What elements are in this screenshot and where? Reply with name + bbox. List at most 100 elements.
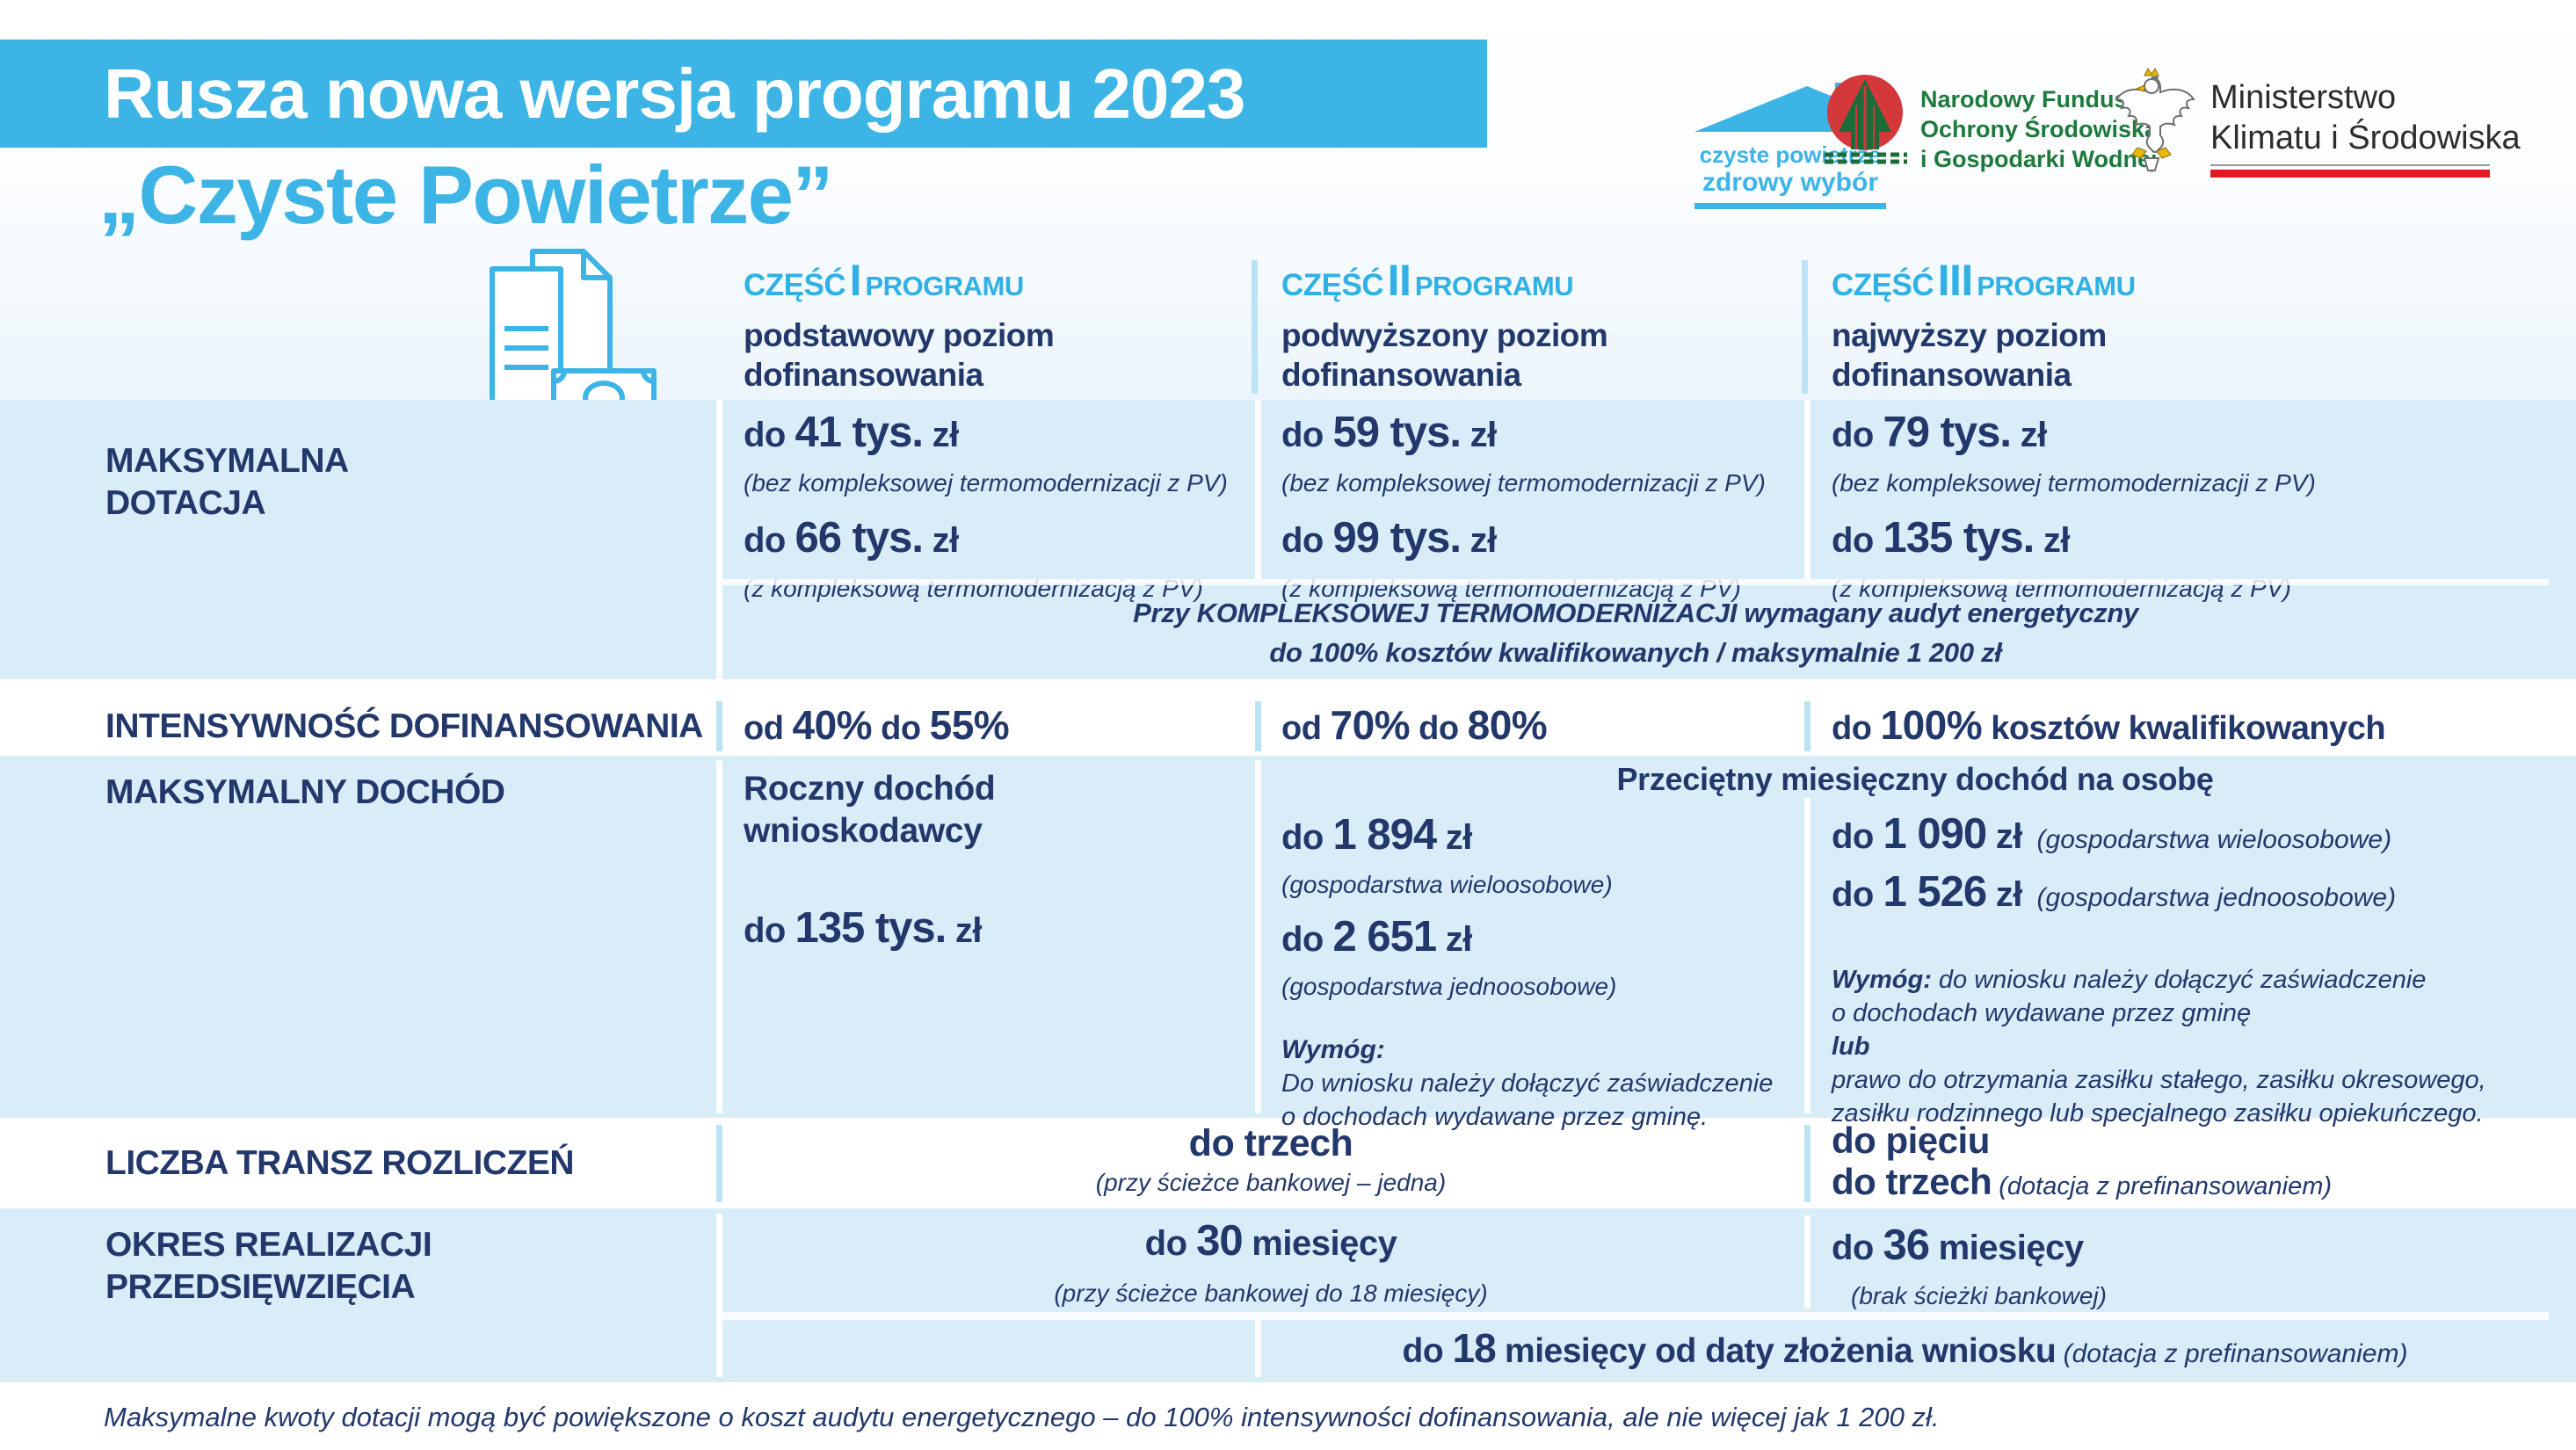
value-prefix: do [1281,416,1333,454]
dochod-3-req-line3: prawo do otrzymania zasiłku stałego, zas… [1832,1066,2486,1094]
column-3-programu: PROGRAMU [1977,271,2136,301]
okres-span-cell: do 30 miesięcy (przy ścieżce bankowej do… [744,1217,1798,1312]
value-word: do [872,710,930,747]
row-liczba-transz: LICZBA TRANSZ ROZLICZEŃ do trzech (przy … [0,1118,2576,1208]
dochod-1-value: do 135 tys. zł [744,903,995,953]
row-label-okres: OKRES REALIZACJI PRZEDSIĘWZIĘCIA [105,1224,432,1309]
value-inline-note [2056,1339,2063,1368]
dotacja-2-value-2: do 99 tys. zł [1281,514,1766,572]
col-divider [716,400,722,679]
row-label-okres-line2: PRZEDSIĘWZIĘCIA [105,1268,416,1306]
dochod-3-req-line1: Wymóg: do wniosku należy dołączyć zaświa… [1832,963,2486,997]
dotacja-2-value-1: do 59 tys. zł [1281,409,1766,467]
dochod-3-value-1: do 1 090 zł (gospodarstwa wieloosobowe) [1832,810,2486,868]
value-inline-note: (gospodarstwa wieloosobowe) [2036,825,2392,854]
eagle-icon [2115,68,2195,171]
column-header-3: CZĘŚĆ III PROGRAMU najwyższy poziom dofi… [1832,257,2324,395]
col-divider [716,760,722,1113]
page-subtitle: „Czyste Powietrze” [98,149,833,241]
okres-3-note: (brak ścieżki bankowej) [1851,1282,2107,1309]
ministry-gray-rule [2210,164,2490,166]
column-1-sub2: dofinansowania [744,357,983,393]
row-maksymalny-dochod: MAKSYMALNY DOCHÓD Roczny dochód wnioskod… [0,756,2576,1131]
value-amount: 1 090 [1883,810,1987,858]
value-prefix: do [1281,818,1333,857]
column-3-czesc: CZĘŚĆ [1832,268,1934,302]
value-percent: 40% [792,702,873,748]
ministry-line1: Ministerstwo [2210,79,2397,116]
value-amount: 2 651 [1332,913,1437,961]
okres-bottom-value: do 18 miesięcy od daty złożenia wniosku [1403,1325,2057,1371]
column-3-title: CZĘŚĆ III PROGRAMU [1832,257,2324,315]
logo-ministry [2106,67,2197,177]
value-inline-note [2022,883,2037,912]
transze-span-note: (przy ścieżce bankowej – jedna) [1095,1169,1447,1196]
dotacja-2-note-1: (bez kompleksowej termomodernizacji z PV… [1281,469,1766,497]
value-prefix: do [1144,1224,1197,1263]
value-unit: zł [2034,521,2071,560]
value-word: od [1281,710,1331,747]
logo-nfosigw [1823,74,1911,173]
okres-span-value: do 30 miesięcy [744,1217,1798,1275]
okres-sub-rule [719,1312,2549,1320]
dochod-2-note-1: (gospodarstwa wieloosobowe) [1281,871,1613,898]
value-amount: 79 tys. [1883,409,2012,456]
row-label-dotacja: MAKSYMALNA DOTACJA [105,440,349,525]
transze-span-value: do trzech [1188,1122,1353,1164]
col-divider [1804,1215,1810,1309]
column-header-1: CZĘŚĆ I PROGRAMU podstawowy poziom dofin… [744,257,1236,395]
dochod-1-line2: wnioskodawcy [744,812,983,850]
column-1-czesc: CZĘŚĆ [744,268,846,302]
dotacja-3-value-1: do 79 tys. zł [1832,409,2316,467]
col-divider [1255,1320,1261,1377]
col-divider [1804,798,1810,1113]
okres-span-note: (przy ścieżce bankowej do 18 miesięcy) [1054,1280,1488,1307]
column-3-sub2: dofinansowania [1832,357,2072,393]
value-prefix: do [1281,920,1333,959]
dochod-2-value-1: do 1 894 zł [1281,812,1773,868]
column-header-2: CZĘŚĆ II PROGRAMU podwyższony poziom dof… [1281,257,1774,395]
row-label-dochod: MAKSYMALNY DOCHÓD [105,773,505,811]
value-amount: 1 894 [1332,811,1437,859]
footer-note: Maksymalne kwoty dotacji mogą być powięk… [104,1402,1940,1432]
audit-note: Przy KOMPLEKSOWEJ TERMOMODERNIZACJI wyma… [722,593,2549,672]
value-amount: 99 tys. [1332,514,1462,562]
dochod-cell-2: do 1 894 zł (gospodarstwa wieloosobowe) … [1281,812,1773,1134]
dotacja-3-value-2: do 135 tys. zł [1832,514,2316,572]
dochod-3-lub: lub [1832,1033,1870,1061]
dochod-3-req-line4: zasiłku rodzinnego lub specjalnego zasił… [1832,1099,2484,1127]
column-2-sub1: podwyższony poziom [1281,317,1608,353]
tree-in-circle-icon [1825,75,1907,164]
transze-3-value-2: do trzech (dotacja z prefinansowaniem) [1832,1161,2332,1207]
value-suffix: miesięcy [1929,1229,2085,1267]
value-percent: 100% [1880,702,1983,748]
intensywnosc-value-2: od 70% do 80% [1281,700,1548,760]
okres-bottom-cell: do 18 miesięcy od daty złożenia wniosku … [1261,1324,2549,1372]
row-okres-realizacji: OKRES REALIZACJI PRZEDSIĘWZIĘCIA do 30 m… [0,1208,2576,1382]
value-amount: 41 tys. [795,409,924,456]
value-unit: zł [946,911,983,950]
dotacja-1-value-2: do 66 tys. zł [744,514,1228,572]
value-amount: 66 tys. [795,514,924,562]
value-inline-note [2022,825,2037,854]
nfosigw-line1: Narodowy Fundusz [1920,86,2139,112]
okres-cell-3: do 36 miesięcy (brak ścieżki bankowej) [1832,1222,2107,1314]
dotacja-cell-1: do 41 tys. zł (bez kompleksowej termomod… [744,409,1228,605]
requirement-label: Wymóg: [1832,966,1932,994]
dochod-2-req-line2: o dochodach wydawane przez gminę. [1281,1103,1709,1131]
column-1-programu: PROGRAMU [865,271,1024,301]
logo-czyste-baseline [1694,203,1886,209]
row-label-okres-line1: OKRES REALIZACJI [105,1226,432,1264]
dochod-3-req-line2: o dochodach wydawane przez gminę [1832,999,2252,1027]
dochod-span-header: Przeciętny miesięczny dochód na osobę [1616,761,2214,797]
column-1-title: CZĘŚĆ I PROGRAMU [744,257,1236,315]
dochod-2-req-line1: Do wniosku należy dołączyć zaświadczenie [1281,1069,1774,1098]
value-prefix: do [1832,416,1883,454]
requirement-label: Wymóg: [1281,1035,1385,1064]
value-amount: 18 [1452,1325,1497,1371]
row-label-intensywnosc: INTENSYWNOŚĆ DOFINANSOWANIA [105,707,703,745]
value-unit: zł [1461,521,1498,560]
value-suffix: miesięcy od daty złożenia wniosku [1495,1332,2057,1370]
value-unit: zł [2011,416,2048,454]
